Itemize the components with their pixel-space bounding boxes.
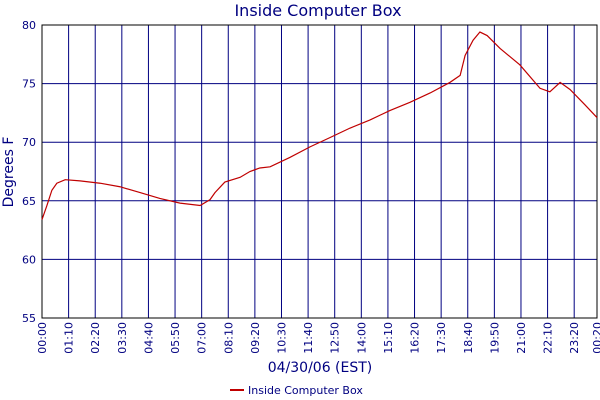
x-tick-label: 01:10 [63,322,76,354]
y-tick-label: 60 [22,253,36,266]
x-tick-label: 16:20 [409,322,422,354]
x-tick-label: 19:50 [488,322,501,354]
y-tick-label: 70 [22,136,36,149]
chart-title: Inside Computer Box [234,1,401,20]
x-tick-label: 21:00 [515,322,528,354]
x-tick-label: 03:30 [116,322,129,354]
y-axis-title: Degrees F [1,137,17,208]
x-tick-label: 00:00 [36,322,49,354]
x-tick-label: 05:50 [169,322,182,354]
x-tick-label: 14:00 [355,322,368,354]
x-tick-label: 18:40 [462,322,475,354]
y-tick-label: 75 [22,78,36,91]
x-tick-label: 23:20 [568,322,581,354]
x-tick-label: 00:20 [591,322,600,354]
legend-label: Inside Computer Box [248,384,363,397]
y-tick-label: 55 [22,312,36,325]
x-tick-label: 11:40 [302,322,315,354]
x-tick-label: 22:10 [542,322,555,354]
x-axis-title: 04/30/06 (EST) [268,360,373,376]
plot-frame [41,24,598,319]
x-tick-label: 17:30 [435,322,448,354]
x-tick-label: 12:50 [329,322,342,354]
x-tick-label: 08:10 [222,322,235,354]
x-tick-label: 15:10 [382,322,395,354]
x-tick-label: 09:20 [249,322,262,354]
y-tick-label: 80 [22,19,36,32]
y-tick-label: 65 [22,195,36,208]
x-tick-label: 10:30 [275,322,288,354]
x-tick-label: 02:20 [89,322,102,354]
x-tick-label: 07:00 [196,322,209,354]
data-line [41,31,598,220]
x-tick-label: 04:40 [142,322,155,354]
